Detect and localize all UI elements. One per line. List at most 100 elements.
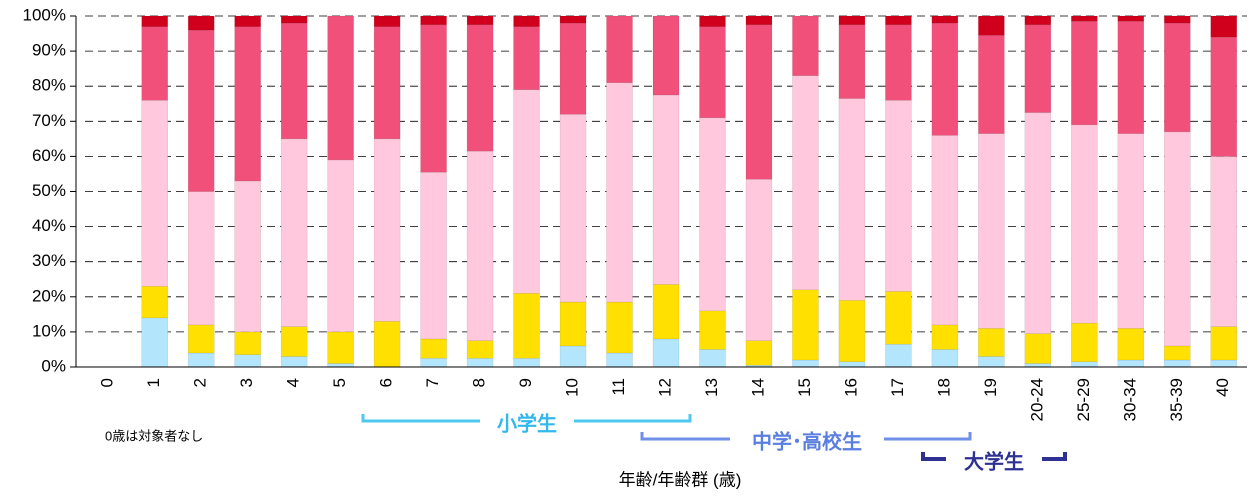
bar-segment <box>606 82 633 303</box>
bar-segment <box>838 98 866 301</box>
bar-segment <box>699 117 726 312</box>
y-tick-label: 10% <box>32 321 66 340</box>
bar-segment <box>885 24 912 101</box>
x-tick-label: 5 <box>330 378 349 387</box>
bar-segment <box>699 349 726 368</box>
bar-segment <box>838 300 866 362</box>
bar-segment <box>1024 112 1052 334</box>
bar-segment <box>420 24 447 173</box>
bar-segment <box>559 15 587 24</box>
bar-segment <box>513 15 540 27</box>
bar-segment <box>187 324 215 354</box>
bar-segment <box>745 24 773 180</box>
bar-segment <box>420 338 447 359</box>
bar-segment <box>1024 363 1052 368</box>
bar-segment <box>234 15 261 27</box>
y-tick-label: 0% <box>41 356 66 375</box>
bar-segment <box>1164 345 1191 361</box>
bar-segment <box>327 331 354 364</box>
x-tick-label: 17 <box>888 378 907 397</box>
bar-segment <box>141 286 168 319</box>
x-tick-label: 1 <box>144 378 163 387</box>
bar-segment <box>1210 36 1238 157</box>
x-tick-label: 9 <box>516 378 535 387</box>
bar-segment <box>141 26 168 101</box>
bar-segment <box>327 159 354 333</box>
bar-segment <box>652 338 680 368</box>
bar-segment <box>373 138 401 322</box>
bar-segment <box>885 343 912 368</box>
bar-segment <box>606 15 633 83</box>
x-tick-label: 30-34 <box>1120 378 1139 421</box>
bar-segment <box>1210 15 1238 38</box>
bar-segment <box>187 352 215 368</box>
bar-segment <box>280 15 308 24</box>
bar-segment <box>606 301 633 354</box>
bar-segment <box>978 133 1005 329</box>
bar-segment <box>1117 133 1145 329</box>
bar-segment <box>234 354 261 368</box>
bar-segment <box>1071 21 1098 126</box>
bar-segment <box>978 15 1005 36</box>
y-tick-label: 100% <box>23 5 66 24</box>
y-tick-label: 20% <box>32 286 66 305</box>
x-tick-label: 3 <box>237 378 256 387</box>
x-tick-label: 11 <box>609 378 628 396</box>
x-tick-label: 8 <box>470 378 489 387</box>
y-tick-label: 90% <box>32 41 66 60</box>
bar-segment <box>513 89 540 294</box>
y-tick-label: 70% <box>32 111 66 130</box>
bar-segment <box>792 75 819 291</box>
x-tick-label: 0 <box>98 378 117 387</box>
bar-segment <box>838 15 866 26</box>
bar-segment <box>234 331 261 355</box>
bar-segment <box>1210 359 1238 368</box>
group-label: 大学生 <box>964 449 1024 473</box>
bar-segment <box>838 361 866 368</box>
x-tick-label: 7 <box>423 378 442 387</box>
bar-segment <box>559 301 587 347</box>
bar-segment <box>1210 326 1238 361</box>
bar-segment <box>1210 156 1238 327</box>
bar-segment <box>280 326 308 357</box>
x-tick-label: 2 <box>191 378 210 387</box>
bar-segment <box>792 289 819 361</box>
bar-segment <box>931 324 959 350</box>
x-tick-label: 40 <box>1213 378 1232 397</box>
y-tick-label: 60% <box>32 146 66 165</box>
bar-segment <box>513 293 540 359</box>
bar-segment <box>1117 328 1145 361</box>
bar-segment <box>1164 131 1191 347</box>
x-tick-label: 15 <box>795 378 814 397</box>
bar-segment <box>187 191 215 326</box>
x-tick-label: 18 <box>934 378 953 397</box>
bar-segment <box>373 15 401 27</box>
bar-segment <box>234 26 261 182</box>
x-tick-label: 6 <box>377 378 396 387</box>
bar-segment <box>1024 24 1052 113</box>
x-tick-label: 20-24 <box>1027 378 1046 421</box>
bar-segment <box>699 26 726 119</box>
bar-segment <box>1164 359 1191 368</box>
bar-segment <box>1164 15 1191 24</box>
x-tick-label: 13 <box>702 378 721 397</box>
bar-segment <box>885 99 912 292</box>
bar-segment <box>327 363 354 368</box>
bar-segment <box>187 15 215 31</box>
y-tick-label: 50% <box>32 181 66 200</box>
x-tick-label: 12 <box>655 378 674 397</box>
bar-segment <box>792 15 819 76</box>
x-tick-label: 25-29 <box>1074 378 1093 421</box>
bar-segment <box>280 356 308 368</box>
bar-segment <box>466 340 494 359</box>
bar-segment <box>931 349 959 368</box>
bracket <box>361 414 692 423</box>
bar-segment <box>699 15 726 27</box>
bar-segment <box>792 359 819 368</box>
bar-segment <box>280 138 308 327</box>
bar-segment <box>1024 15 1052 26</box>
bar-segment <box>373 26 401 140</box>
bar-segment <box>141 15 168 27</box>
bar-segment <box>606 352 633 368</box>
bar-segment <box>1071 361 1098 368</box>
